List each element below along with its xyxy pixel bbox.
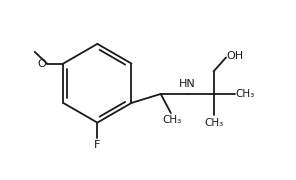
Text: F: F: [94, 140, 101, 150]
Text: HN: HN: [179, 79, 196, 89]
Text: O: O: [38, 58, 46, 69]
Text: OH: OH: [227, 51, 244, 61]
Text: CH₃: CH₃: [204, 118, 223, 128]
Text: CH₃: CH₃: [162, 115, 182, 125]
Text: CH₃: CH₃: [236, 89, 255, 99]
